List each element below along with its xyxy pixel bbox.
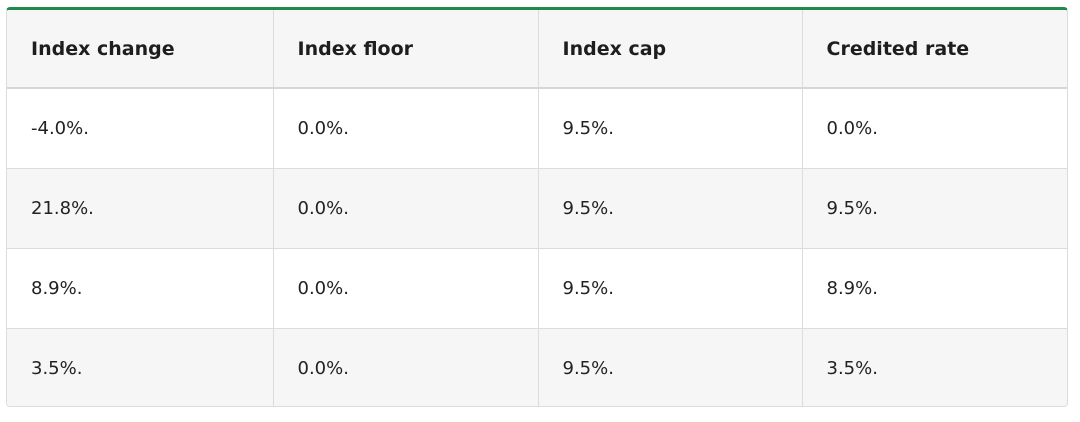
header-index-cap: Index cap bbox=[538, 10, 803, 89]
table-header: Index change Index floor Index cap Credi… bbox=[7, 10, 1067, 89]
cell-index-floor: 0.0%. bbox=[273, 88, 539, 169]
cell-index-change: 21.8%. bbox=[7, 168, 274, 249]
table-body: -4.0%. 0.0%. 9.5%. 0.0%. 21.8%. 0.0%. 9.… bbox=[7, 88, 1067, 406]
cell-credited-rate: 8.9%. bbox=[802, 248, 1067, 329]
table-row: 3.5%. 0.0%. 9.5%. 3.5%. bbox=[7, 328, 1067, 406]
cell-credited-rate: 9.5%. bbox=[802, 168, 1067, 249]
cell-index-cap: 9.5%. bbox=[538, 168, 803, 249]
cell-credited-rate: 3.5%. bbox=[802, 328, 1067, 406]
header-index-change: Index change bbox=[7, 10, 274, 89]
cell-index-cap: 9.5%. bbox=[538, 88, 803, 169]
cell-index-cap: 9.5%. bbox=[538, 248, 803, 329]
cell-index-floor: 0.0%. bbox=[273, 328, 539, 406]
header-credited-rate: Credited rate bbox=[802, 10, 1067, 89]
cell-index-change: 8.9%. bbox=[7, 248, 274, 329]
rate-table: Index change Index floor Index cap Credi… bbox=[7, 10, 1067, 406]
cell-index-floor: 0.0%. bbox=[273, 168, 539, 249]
header-index-floor: Index floor bbox=[273, 10, 539, 89]
cell-index-cap: 9.5%. bbox=[538, 328, 803, 406]
rate-table-container: Index change Index floor Index cap Credi… bbox=[6, 7, 1068, 407]
table-row: 21.8%. 0.0%. 9.5%. 9.5%. bbox=[7, 168, 1067, 249]
cell-index-change: 3.5%. bbox=[7, 328, 274, 406]
header-row: Index change Index floor Index cap Credi… bbox=[7, 10, 1067, 89]
cell-credited-rate: 0.0%. bbox=[802, 88, 1067, 169]
cell-index-change: -4.0%. bbox=[7, 88, 274, 169]
table-row: 8.9%. 0.0%. 9.5%. 8.9%. bbox=[7, 248, 1067, 329]
cell-index-floor: 0.0%. bbox=[273, 248, 539, 329]
table-row: -4.0%. 0.0%. 9.5%. 0.0%. bbox=[7, 88, 1067, 169]
